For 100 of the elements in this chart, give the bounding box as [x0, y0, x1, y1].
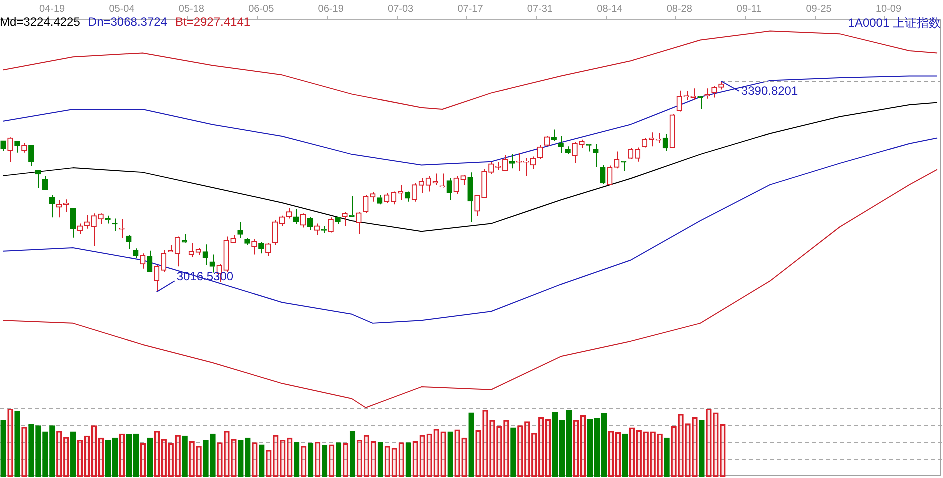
- bar: [224, 431, 230, 477]
- candlestick: [468, 172, 474, 223]
- candlestick: [718, 80, 724, 90]
- bar: [189, 441, 195, 477]
- bar: [210, 434, 216, 477]
- bar: [350, 431, 356, 477]
- bar: [378, 442, 384, 477]
- bar: [454, 430, 460, 477]
- candlestick: [488, 162, 494, 175]
- bar: [546, 420, 552, 477]
- candlestick: [244, 238, 250, 246]
- bar: [308, 443, 314, 477]
- candlestick: [363, 194, 369, 214]
- candlestick: [70, 208, 76, 238]
- candlestick: [335, 217, 341, 225]
- candlestick: [91, 213, 97, 247]
- bar: [490, 420, 496, 477]
- annotation: 3390.8201: [741, 84, 798, 98]
- candlestick: [377, 194, 383, 206]
- bar: [175, 435, 181, 477]
- candlestick: [565, 146, 571, 156]
- x-tick-label: 08-28: [666, 4, 693, 15]
- candlestick: [586, 144, 592, 152]
- bar: [301, 446, 307, 477]
- bar: [406, 442, 412, 477]
- x-tick-label: 07-03: [388, 4, 414, 15]
- candlestick: [474, 195, 480, 217]
- annotation: Dn=3068.3724: [88, 15, 168, 29]
- candlestick: [266, 244, 272, 257]
- bar: [336, 442, 342, 477]
- candlestick: [614, 151, 620, 170]
- bar: [462, 438, 468, 477]
- candlestick: [482, 168, 488, 198]
- x-tick-label: 09-11: [736, 4, 762, 15]
- bar: [8, 409, 14, 477]
- bar: [510, 428, 516, 477]
- candlestick: [454, 176, 460, 196]
- candlestick: [300, 213, 306, 228]
- bar: [28, 424, 34, 477]
- bar: [342, 443, 349, 477]
- candlestick: [446, 178, 452, 201]
- candlestick: [342, 212, 348, 227]
- bar: [643, 432, 649, 477]
- candlestick: [84, 214, 90, 230]
- candlestick: [356, 211, 362, 235]
- bar: [245, 438, 251, 477]
- candlestick: [684, 90, 690, 100]
- bar: [538, 418, 544, 477]
- bar: [398, 442, 404, 477]
- candlestick: [147, 250, 153, 272]
- bar: [448, 432, 454, 477]
- bar: [657, 434, 663, 477]
- bar: [314, 442, 321, 477]
- candlestick: [712, 86, 718, 98]
- candlestick: [238, 222, 244, 239]
- candlestick: [14, 141, 20, 154]
- candlestick: [28, 145, 34, 167]
- bar: [196, 446, 202, 477]
- bar: [420, 435, 426, 477]
- candlestick: [328, 217, 334, 234]
- candlestick: [509, 154, 516, 170]
- candlestick: [502, 154, 508, 172]
- bar: [42, 432, 48, 477]
- bar: [468, 412, 474, 477]
- bar: [287, 438, 293, 477]
- bar: [622, 434, 628, 477]
- candlestick: [314, 223, 320, 236]
- x-tick-label: 10-09: [876, 4, 902, 15]
- bar: [678, 414, 684, 477]
- candlestick: [182, 234, 188, 243]
- bar: [56, 431, 62, 477]
- bar: [119, 434, 126, 477]
- bar: [280, 440, 286, 477]
- candlestick: [621, 161, 627, 172]
- bar: [504, 420, 510, 477]
- x-tick-label: 09-25: [806, 4, 832, 15]
- bar: [140, 443, 146, 477]
- bar: [664, 438, 670, 477]
- bar: [322, 445, 328, 477]
- candlestick: [321, 226, 327, 234]
- bar: [22, 427, 28, 477]
- candlestick: [140, 253, 146, 270]
- bar: [496, 426, 502, 477]
- bar: [524, 422, 530, 477]
- bar: [699, 420, 705, 477]
- bar: [231, 439, 237, 477]
- bar: [426, 434, 432, 477]
- bar: [70, 432, 76, 477]
- candlestick: [77, 223, 83, 235]
- bar: [412, 441, 418, 477]
- bar: [440, 432, 446, 477]
- bar: [50, 426, 56, 477]
- bar: [482, 410, 488, 477]
- candlestick: [258, 242, 264, 254]
- x-tick-label: 08-14: [597, 4, 624, 15]
- annotation: 1A0001 上证指数: [848, 15, 941, 32]
- x-tick-label: 05-04: [109, 4, 136, 15]
- candlestick: [370, 192, 376, 202]
- bar: [650, 432, 656, 477]
- bar: [64, 437, 70, 477]
